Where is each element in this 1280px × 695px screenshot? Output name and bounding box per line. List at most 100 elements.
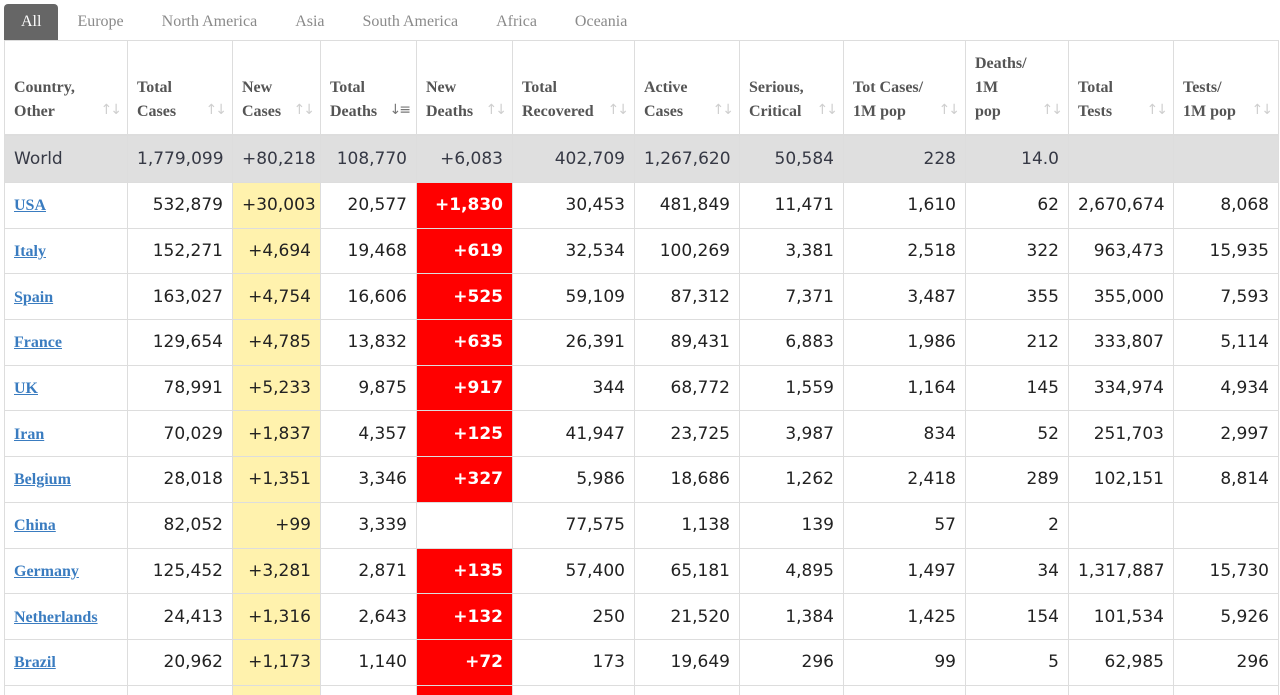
country-link[interactable]: China xyxy=(14,517,56,534)
cell-country: Iran xyxy=(5,411,128,457)
cell-active-cases: 1,267,620 xyxy=(635,135,740,183)
countries-table: Country, Other↑↓Total Cases↑↓New Cases↑↓… xyxy=(4,40,1279,695)
column-header-total-cases[interactable]: Total Cases↑↓ xyxy=(128,41,233,135)
sort-icon[interactable]: ↑↓ xyxy=(1042,98,1061,122)
country-link[interactable]: Iran xyxy=(14,426,44,443)
cell-total-deaths: 2,871 xyxy=(321,548,417,594)
tab-africa[interactable]: Africa xyxy=(477,4,556,40)
column-header-tot-cases-per-1m[interactable]: Tot Cases/ 1M pop↑↓ xyxy=(844,41,966,135)
cell-new-deaths: +327 xyxy=(417,457,513,503)
cell-country: USA xyxy=(5,183,128,229)
cell-total-recovered: 59,109 xyxy=(513,274,635,320)
cell-country: Netherlands xyxy=(5,594,128,640)
cell-tests-per-1m xyxy=(1174,502,1279,548)
cell-total-recovered: 77,575 xyxy=(513,502,635,548)
column-header-total-tests[interactable]: Total Tests↑↓ xyxy=(1069,41,1174,135)
cell-deaths-per-1m: 14.0 xyxy=(966,135,1069,183)
sort-icon[interactable]: ↑↓ xyxy=(101,98,120,122)
cell-tot-cases-per-1m: 228 xyxy=(844,135,966,183)
cell-total-cases xyxy=(128,685,233,695)
cell-serious-critical: 50,584 xyxy=(740,135,844,183)
sort-icon[interactable]: ↑↓ xyxy=(939,98,958,122)
cell-total-cases: 163,027 xyxy=(128,274,233,320)
country-link[interactable]: Germany xyxy=(14,563,79,580)
column-header-active-cases[interactable]: Active Cases↑↓ xyxy=(635,41,740,135)
cell-active-cases: 1,138 xyxy=(635,502,740,548)
column-header-deaths-per-1m[interactable]: Deaths/ 1M pop↑↓ xyxy=(966,41,1069,135)
cell-tests-per-1m: 8,814 xyxy=(1174,457,1279,503)
country-link[interactable]: Belgium xyxy=(14,471,71,488)
tab-north-america[interactable]: North America xyxy=(143,4,277,40)
tab-all[interactable]: All xyxy=(4,4,58,40)
country-link[interactable]: Netherlands xyxy=(14,609,98,626)
cell-total-tests xyxy=(1069,135,1174,183)
cell-new-cases: +99 xyxy=(233,502,321,548)
cell-total-deaths: 13,832 xyxy=(321,320,417,366)
column-header-new-cases[interactable]: New Cases↑↓ xyxy=(233,41,321,135)
cell-deaths-per-1m xyxy=(966,685,1069,695)
tab-europe[interactable]: Europe xyxy=(58,4,142,40)
cell-active-cases: 18,686 xyxy=(635,457,740,503)
cell-deaths-per-1m: 154 xyxy=(966,594,1069,640)
country-link[interactable]: Brazil xyxy=(14,654,56,671)
country-link[interactable]: Spain xyxy=(14,289,53,306)
cell-active-cases: 87,312 xyxy=(635,274,740,320)
tab-south-america[interactable]: South America xyxy=(344,4,478,40)
sort-icon[interactable]: ↑↓ xyxy=(294,98,313,122)
column-header-serious-critical[interactable]: Serious, Critical↑↓ xyxy=(740,41,844,135)
column-header-total-deaths[interactable]: Total Deaths↓≡ xyxy=(321,41,417,135)
cell-new-cases: +1,173 xyxy=(233,639,321,685)
cell-total-cases: 82,052 xyxy=(128,502,233,548)
cell-serious-critical: 6,883 xyxy=(740,320,844,366)
sort-icon[interactable]: ↑↓ xyxy=(486,98,505,122)
sort-icon[interactable]: ↑↓ xyxy=(1252,98,1271,122)
cell-country: UK xyxy=(5,365,128,411)
country-link[interactable]: USA xyxy=(14,197,46,214)
cell-tests-per-1m: 4,934 xyxy=(1174,365,1279,411)
cell-total-tests: 355,000 xyxy=(1069,274,1174,320)
cell-tot-cases-per-1m: 1,610 xyxy=(844,183,966,229)
sort-icon[interactable]: ↑↓ xyxy=(817,98,836,122)
cell-tests-per-1m: 7,593 xyxy=(1174,274,1279,320)
cell-total-deaths: 4,357 xyxy=(321,411,417,457)
cell-tot-cases-per-1m: 99 xyxy=(844,639,966,685)
sort-descending-icon[interactable]: ↓≡ xyxy=(390,98,409,122)
cell-total-tests: 101,534 xyxy=(1069,594,1174,640)
sort-icon[interactable]: ↑↓ xyxy=(1147,98,1166,122)
tab-asia[interactable]: Asia xyxy=(276,4,343,40)
cell-active-cases xyxy=(635,685,740,695)
tab-oceania[interactable]: Oceania xyxy=(556,4,646,40)
cell-new-deaths: +72 xyxy=(417,639,513,685)
cell-new-deaths xyxy=(417,685,513,695)
column-header-new-deaths[interactable]: New Deaths↑↓ xyxy=(417,41,513,135)
countries-table-container: Country, Other↑↓Total Cases↑↓New Cases↑↓… xyxy=(4,40,1278,695)
sort-icon[interactable]: ↑↓ xyxy=(608,98,627,122)
cell-total-tests: 963,473 xyxy=(1069,228,1174,274)
cell-active-cases: 89,431 xyxy=(635,320,740,366)
cell-new-cases: +3,281 xyxy=(233,548,321,594)
cell-total-deaths: 3,346 xyxy=(321,457,417,503)
cell-total-cases: 1,779,099 xyxy=(128,135,233,183)
sort-icon[interactable]: ↑↓ xyxy=(206,98,225,122)
cell-total-tests xyxy=(1069,685,1174,695)
country-link[interactable]: UK xyxy=(14,380,38,397)
sort-icon[interactable]: ↑↓ xyxy=(713,98,732,122)
cell-new-deaths: +135 xyxy=(417,548,513,594)
cell-new-cases: +80,218 xyxy=(233,135,321,183)
column-header-tests-per-1m[interactable]: Tests/ 1M pop↑↓ xyxy=(1174,41,1279,135)
cell-new-cases: +1,837 xyxy=(233,411,321,457)
cell-total-recovered: 57,400 xyxy=(513,548,635,594)
cell-country: China xyxy=(5,502,128,548)
cell-tests-per-1m xyxy=(1174,135,1279,183)
cell-total-deaths: 16,606 xyxy=(321,274,417,320)
country-link[interactable]: France xyxy=(14,334,62,351)
country-link[interactable]: Italy xyxy=(14,243,46,260)
cell-country: World xyxy=(5,135,128,183)
cell-total-tests: 1,317,887 xyxy=(1069,548,1174,594)
column-header-total-recovered[interactable]: Total Recovered↑↓ xyxy=(513,41,635,135)
column-header-country[interactable]: Country, Other↑↓ xyxy=(5,41,128,135)
cell-tests-per-1m: 15,935 xyxy=(1174,228,1279,274)
